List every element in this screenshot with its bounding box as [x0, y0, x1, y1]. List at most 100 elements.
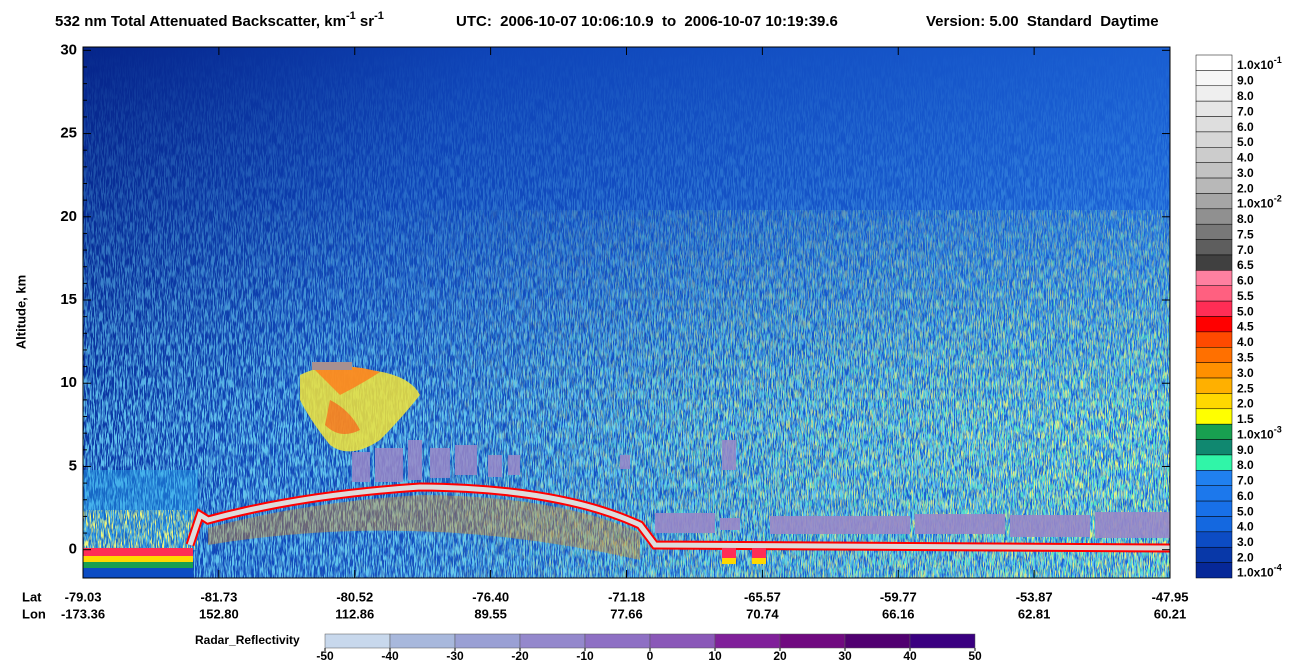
radar-colorbar-swatch	[714, 633, 781, 649]
x-tick-label: 112.86	[335, 606, 374, 621]
x-tick-label: -47.95	[1152, 589, 1189, 604]
colorbar-swatch	[1195, 131, 1233, 148]
colorbar-label: 4.0	[1237, 520, 1254, 534]
x-tick-label: -79.03	[65, 589, 102, 604]
radar-colorbar-title: Radar_Reflectivity	[195, 633, 300, 647]
x-tick-label: -76.40	[472, 589, 509, 604]
radar-tick-label: 40	[903, 649, 917, 663]
title-text: sr	[356, 13, 375, 30]
x-tick-label: -53.87	[1016, 589, 1053, 604]
x-tick-label: -65.57	[744, 589, 781, 604]
colorbar-swatch	[1195, 100, 1233, 117]
colorbar-swatch	[1195, 485, 1233, 502]
colorbar-label: 1.5	[1237, 412, 1254, 426]
x-tick-label: 89.55	[474, 606, 507, 621]
radar-tick-label: -30	[446, 649, 464, 663]
colorbar-swatch	[1195, 562, 1233, 579]
radar-tick-label: 0	[647, 649, 654, 663]
version-label: Version: 5.00 Standard Daytime	[926, 13, 1159, 30]
x-row-name: Lon	[22, 606, 46, 621]
y-tick-label: 0	[69, 541, 77, 558]
colorbar-swatch	[1195, 516, 1233, 533]
colorbar-swatch	[1195, 116, 1233, 133]
colorbar-label: 3.5	[1237, 351, 1254, 365]
colorbar-swatch	[1195, 362, 1233, 379]
colorbar-swatch	[1195, 408, 1233, 425]
radar-tick-label: 30	[838, 649, 852, 663]
colorbar-label: 1.0x10-1	[1237, 55, 1282, 72]
y-tick-label: 30	[60, 41, 77, 58]
colorbar-swatch	[1195, 177, 1233, 194]
colorbar-label: 2.5	[1237, 381, 1254, 395]
colorbar-swatch	[1195, 162, 1233, 179]
colorbar-label-base: 1.0x10	[1237, 197, 1274, 211]
radar-colorbar-swatch	[389, 633, 456, 649]
radar-colorbar-swatch	[519, 633, 586, 649]
radar-colorbar-swatch	[649, 633, 716, 649]
title-exponent: -1	[374, 10, 384, 22]
radar-colorbar-swatch	[779, 633, 846, 649]
colorbar-label: 9.0	[1237, 74, 1254, 88]
title-exponent: -1	[346, 10, 356, 22]
colorbar-label-exponent: -2	[1274, 194, 1282, 204]
colorbar-swatch	[1195, 223, 1233, 240]
colorbar-label-exponent: -4	[1274, 563, 1282, 573]
radar-colorbar-swatch	[324, 633, 391, 649]
colorbar-label: 2.0	[1237, 181, 1254, 195]
colorbar-swatch	[1195, 347, 1233, 363]
colorbar-swatch	[1195, 423, 1233, 440]
colorbar-label: 3.0	[1237, 535, 1254, 549]
colorbar-swatch	[1195, 454, 1233, 471]
radar-colorbar-swatch	[584, 633, 651, 649]
colorbar-label: 7.0	[1237, 243, 1254, 257]
x-tick-label: -81.73	[200, 589, 237, 604]
colorbar-swatch	[1195, 85, 1233, 102]
y-tick-label: 15	[60, 291, 77, 308]
colorbar-swatch	[1195, 316, 1233, 333]
colorbar-swatch	[1195, 439, 1233, 456]
colorbar-swatch	[1195, 270, 1233, 286]
x-tick-label: 77.66	[610, 606, 643, 621]
colorbar-swatch	[1195, 54, 1233, 71]
colorbar-label: 4.5	[1237, 320, 1254, 334]
y-tick-label: 20	[60, 208, 77, 225]
x-tick-label: -71.18	[608, 589, 645, 604]
radar-tick-label: 10	[708, 649, 722, 663]
y-tick-label: 10	[60, 374, 77, 391]
colorbar-swatch	[1195, 300, 1233, 317]
colorbar-label: 9.0	[1237, 443, 1254, 457]
colorbar-label: 6.0	[1237, 274, 1254, 288]
colorbar-swatch	[1195, 254, 1233, 271]
x-tick-label: 70.74	[746, 606, 779, 621]
chart-title: 532 nm Total Attenuated Backscatter, km-…	[55, 10, 384, 30]
colorbar-label-base: 1.0x10	[1237, 566, 1274, 580]
x-tick-label: -80.52	[336, 589, 373, 604]
colorbar-swatch	[1195, 193, 1233, 210]
colorbar-swatch	[1195, 285, 1233, 302]
colorbar-label: 7.0	[1237, 474, 1254, 488]
x-row-name: Lat	[22, 589, 42, 604]
x-tick-label: 152.80	[199, 606, 239, 621]
y-axis-label: Altitude, km	[13, 275, 28, 349]
colorbar-label: 5.5	[1237, 289, 1254, 303]
colorbar-swatch	[1195, 531, 1233, 548]
y-tick-label: 25	[60, 125, 77, 142]
colorbar-label: 7.5	[1237, 227, 1254, 241]
colorbar-label: 6.0	[1237, 120, 1254, 134]
radar-tick-label: 20	[773, 649, 787, 663]
x-tick-label: -173.36	[61, 606, 105, 621]
chart-subtitle: UTC: 2006-10-07 10:06:10.9 to 2006-10-07…	[456, 13, 838, 30]
radar-tick-label: 50	[968, 649, 982, 663]
colorbar-label: 5.0	[1237, 304, 1254, 318]
colorbar-swatch	[1195, 377, 1233, 394]
colorbar-label: 2.0	[1237, 397, 1254, 411]
backscatter-image	[83, 47, 1170, 578]
colorbar-swatch	[1195, 147, 1233, 163]
y-tick-label: 5	[69, 457, 77, 474]
radar-colorbar-swatch	[909, 633, 976, 649]
radar-tick-label: -40	[381, 649, 399, 663]
colorbar-label: 8.0	[1237, 212, 1254, 226]
colorbar-swatch	[1195, 331, 1233, 348]
colorbar-swatch	[1195, 239, 1233, 256]
